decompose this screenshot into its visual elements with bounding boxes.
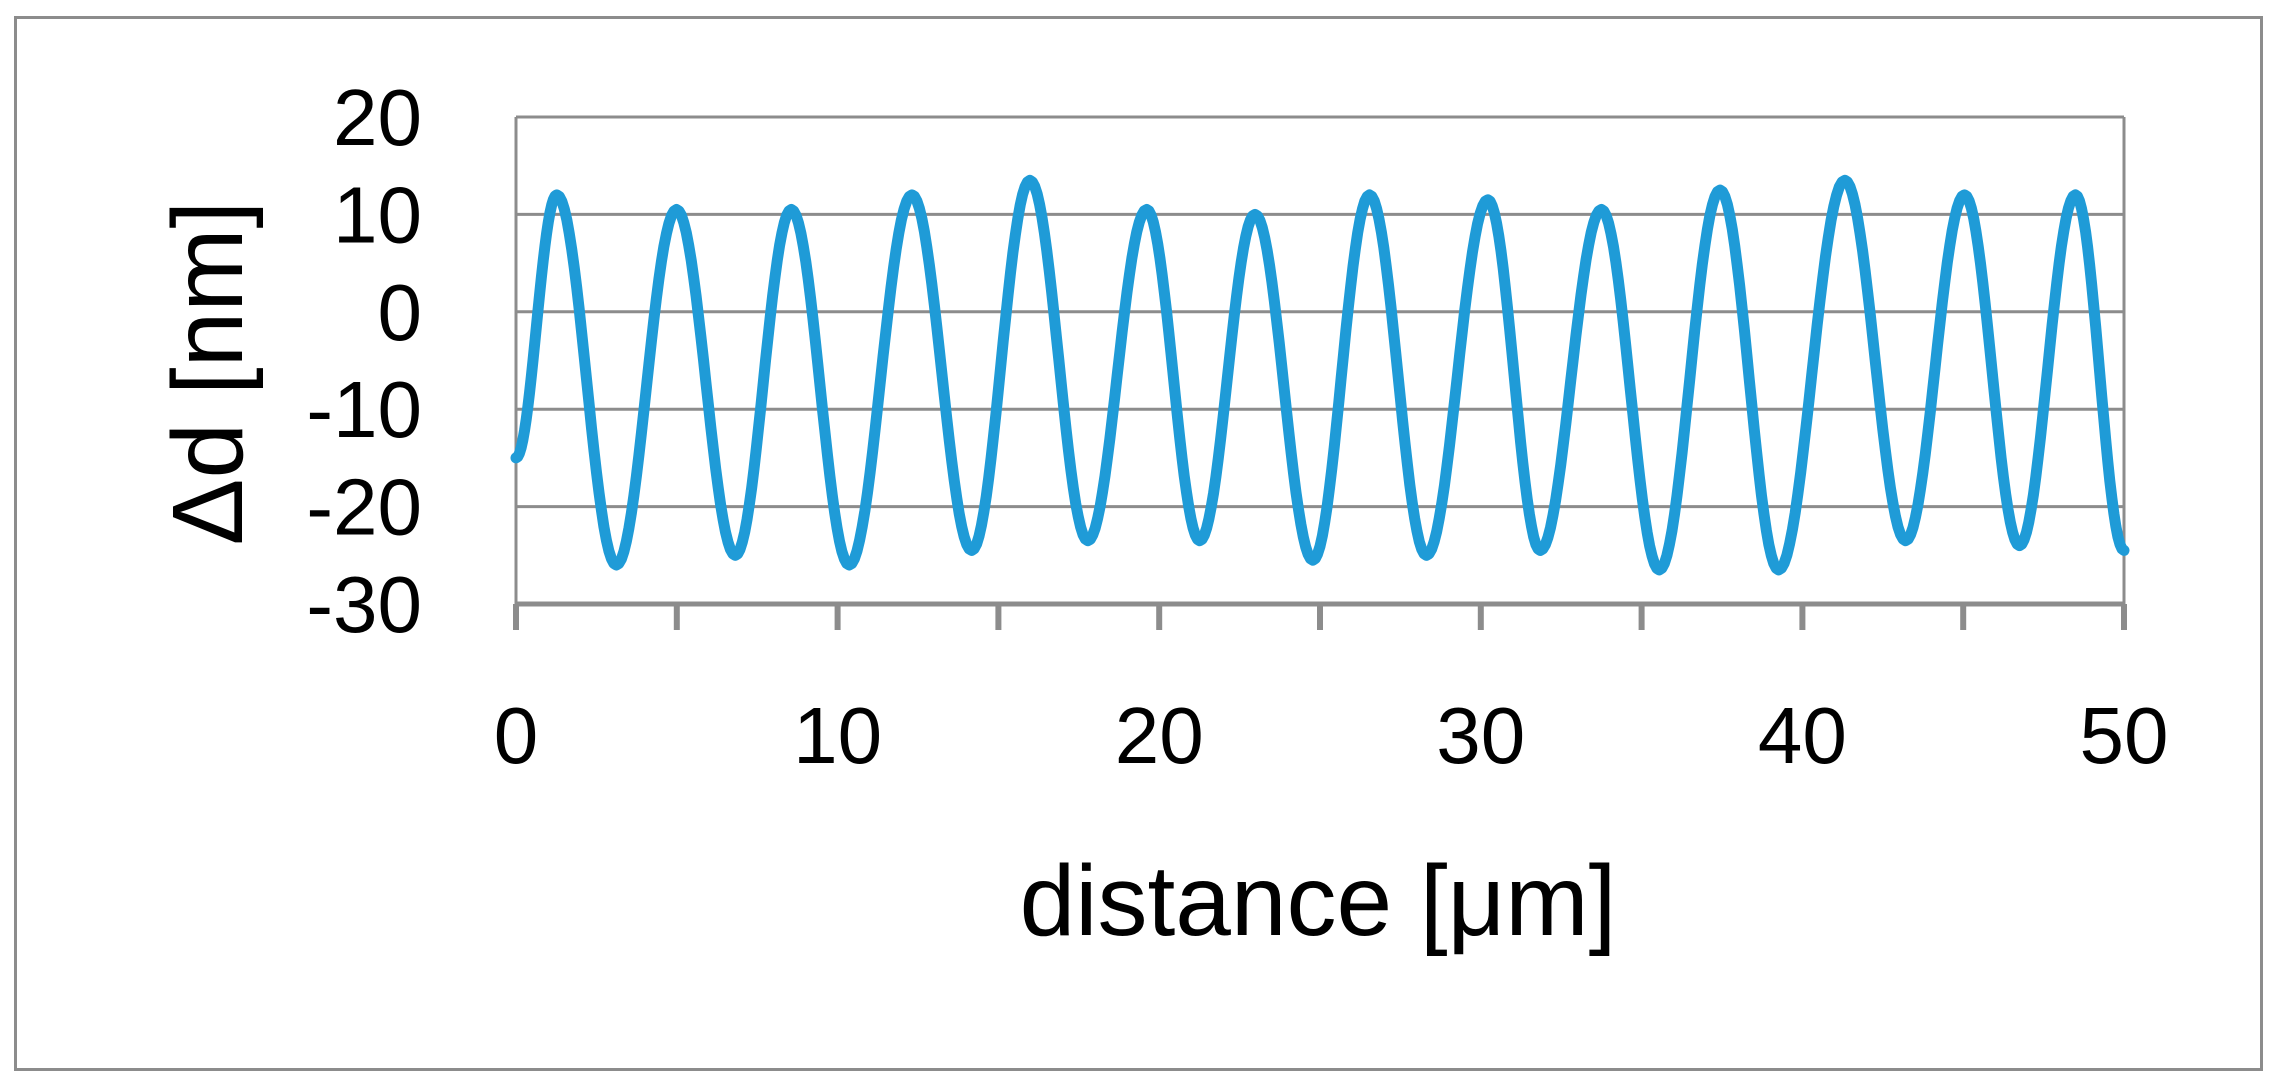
data-point xyxy=(1029,179,1031,181)
data-point xyxy=(1539,549,1541,551)
data-point xyxy=(1087,540,1089,542)
data-point xyxy=(1312,559,1314,561)
data-point xyxy=(1600,209,1602,211)
y-tick-label: 0 xyxy=(378,268,423,357)
series-line-0 xyxy=(510,174,2130,576)
data-point xyxy=(556,194,558,196)
data-point xyxy=(515,457,517,459)
data-point xyxy=(1425,554,1427,556)
x-tick-label: 40 xyxy=(1758,691,1847,780)
y-axis-title: Δd [nm] xyxy=(152,201,264,546)
data-point xyxy=(1199,540,1201,542)
data-point xyxy=(1778,569,1780,571)
data-point xyxy=(615,564,617,566)
x-tick-label: 50 xyxy=(2080,691,2169,780)
x-tick-label: 0 xyxy=(494,691,539,780)
data-point xyxy=(790,209,792,211)
data-point xyxy=(1844,179,1846,181)
y-tick-label: -10 xyxy=(306,365,422,454)
y-tick-label: -20 xyxy=(306,463,422,552)
data-point xyxy=(675,209,677,211)
data-point xyxy=(2074,194,2076,196)
data-point xyxy=(1254,213,1256,215)
x-tick-label: 10 xyxy=(793,691,882,780)
data-point xyxy=(1487,199,1489,201)
axes xyxy=(513,117,2127,630)
y-tick-label: 10 xyxy=(333,170,422,259)
y-tick-label: -30 xyxy=(306,560,422,649)
y-tick-label: 20 xyxy=(333,73,422,162)
data-point xyxy=(1146,209,1148,211)
data-point xyxy=(1369,194,1371,196)
x-axis-title: distance [μm] xyxy=(1020,845,1617,957)
data-point xyxy=(1719,189,1721,191)
x-tick-label: 30 xyxy=(1436,691,1525,780)
data-point xyxy=(971,549,973,551)
data-point xyxy=(1963,194,1965,196)
data-point xyxy=(2123,549,2125,551)
series-layer xyxy=(510,174,2130,576)
data-point xyxy=(2018,545,2020,547)
chart-frame xyxy=(14,16,2263,1071)
data-point xyxy=(1905,540,1907,542)
x-tick-label: 20 xyxy=(1115,691,1204,780)
data-point xyxy=(734,554,736,556)
data-point xyxy=(848,564,850,566)
data-point xyxy=(911,194,913,196)
data-point xyxy=(1658,569,1660,571)
